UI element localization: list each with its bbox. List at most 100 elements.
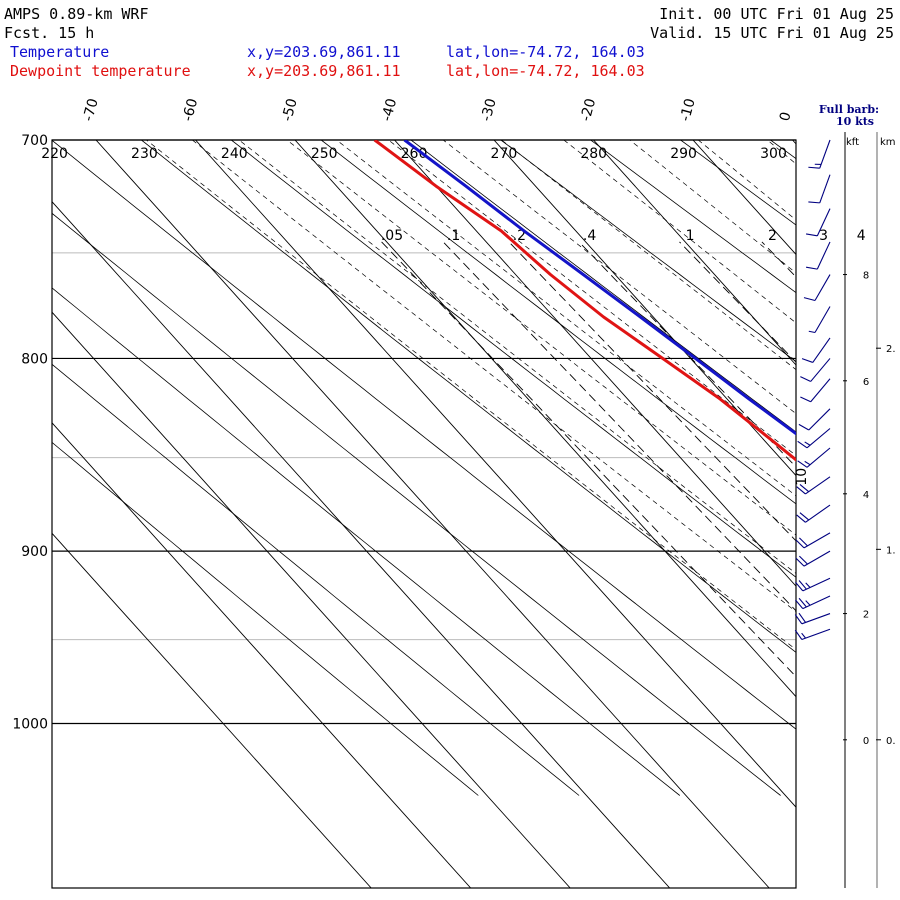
init-time: Init. 00 UTC Fri 01 Aug 25 <box>659 5 894 23</box>
isotherm <box>493 140 796 477</box>
temperature-latlon: lat,lon=-74.72, 164.03 <box>446 43 645 61</box>
wind-barb <box>796 504 831 523</box>
mixing-ratio-label: 2 <box>768 228 777 244</box>
temperature-tick-label: -70 <box>80 97 101 123</box>
moist-adiabat <box>191 140 796 613</box>
mixing-ratio-line <box>442 241 796 612</box>
mixing-ratio-line <box>761 241 796 278</box>
isotherm <box>52 422 472 888</box>
moist-adiabat <box>286 140 796 536</box>
wind-barb <box>803 274 831 302</box>
wind-barbs <box>794 139 831 641</box>
wind-barb <box>800 358 831 382</box>
mixing-ratio-label: .05 <box>381 228 403 244</box>
temperature-tick-label: -10 <box>677 97 698 123</box>
isotherm <box>95 140 770 888</box>
mixing-ratio-line <box>381 241 796 678</box>
isotherm <box>52 532 372 888</box>
wind-barb <box>808 139 831 169</box>
wind-barb <box>794 612 831 625</box>
wind-barb <box>795 532 831 549</box>
dry-adiabat <box>230 140 796 578</box>
mixing-ratio-label: 3 <box>819 228 828 244</box>
temperature-profile <box>403 140 796 436</box>
kft-label: 0 <box>863 736 869 747</box>
kft-label: 6 <box>863 377 869 388</box>
mixing-ratio-line <box>813 242 900 796</box>
dry-adiabat <box>52 212 781 796</box>
wind-barb <box>800 378 831 403</box>
profile-lines <box>373 140 796 462</box>
wind-barb <box>797 428 831 449</box>
pressure-tick-label: 700 <box>21 133 48 149</box>
km-label: 1. <box>886 545 896 556</box>
dry-adiabat <box>500 140 796 363</box>
dry-adiabat <box>590 140 796 294</box>
mixing-ratio-line <box>508 241 796 542</box>
dry-adiabat <box>52 441 479 796</box>
axis-labels: -70 -60 -50 -40 -30 -20 -10 0 700 800 900 1000 8 6 4 2 0… <box>12 97 895 747</box>
dry-adiabat <box>320 140 796 505</box>
dry-adiabat <box>844 128 900 795</box>
km-label: 2. <box>886 344 896 355</box>
dry-adiabat <box>52 140 796 730</box>
wind-barb <box>795 595 831 610</box>
wind-barb <box>795 550 831 567</box>
dewpoint-latlon: lat,lon=-74.72, 164.03 <box>446 62 645 80</box>
mixing-ratio-label: .1 <box>447 228 460 244</box>
moist-adiabat <box>145 140 796 651</box>
wind-barb <box>805 208 831 237</box>
wind-barb <box>796 476 831 495</box>
model-title: AMPS 0.89-km WRF <box>4 5 149 23</box>
temperature-tick-label: -30 <box>478 97 499 123</box>
theta-label: 300 <box>760 146 787 162</box>
moist-adiabat <box>888 128 900 795</box>
dewpoint-legend: Dewpoint temperature <box>10 62 191 80</box>
mixing-ratio-line <box>850 242 900 796</box>
mixing-ratio-label: 4 <box>857 228 866 244</box>
km-label: km <box>880 137 896 148</box>
theta-label: 270 <box>491 146 518 162</box>
theta-label: 280 <box>580 146 607 162</box>
moist-adiabat <box>563 140 796 324</box>
mixing-ratio-label: 10 <box>794 468 810 486</box>
theta-label: 260 <box>401 146 428 162</box>
kft-label: 2 <box>863 610 869 621</box>
isotherm <box>394 140 796 587</box>
wind-barb <box>801 337 831 363</box>
mixing-ratio-label: .2 <box>513 228 526 244</box>
wind-barb <box>797 447 831 468</box>
theta-label: 240 <box>221 146 248 162</box>
wind-barb <box>808 306 831 334</box>
dry-adiabat <box>52 363 580 796</box>
dewpoint-xy: x,y=203.69,861.11 <box>247 62 401 80</box>
forecast-hour: Fcst. 15 h <box>4 24 94 42</box>
moist-adiabat <box>697 140 796 221</box>
moist-adiabat <box>387 140 796 456</box>
kft-label: kft <box>846 137 859 148</box>
isotherm <box>294 140 796 698</box>
dry-adiabat <box>140 140 796 653</box>
wind-barb <box>798 408 831 431</box>
dry-adiabat <box>52 287 681 796</box>
barb-legend-line1: Full barb: <box>819 103 879 116</box>
kft-label: 4 <box>863 490 869 501</box>
plot-frame <box>51 132 881 889</box>
temperature-xy: x,y=203.69,861.11 <box>247 43 401 61</box>
mixing-ratio-label: 1 <box>686 228 695 244</box>
wind-barb <box>805 241 831 270</box>
kft-label: 8 <box>863 271 869 282</box>
pressure-tick-label: 800 <box>21 352 48 368</box>
isotherm <box>892 140 900 888</box>
wind-barb <box>794 628 831 641</box>
dry-adiabat <box>410 140 796 433</box>
dewpoint-profile <box>373 140 796 462</box>
pressure-tick-label: 900 <box>21 544 48 560</box>
theta-label: 290 <box>670 146 697 162</box>
barb-legend-line2: 10 kts <box>836 115 874 128</box>
temperature-tick-label: -40 <box>379 97 400 123</box>
theta-label: 250 <box>311 146 338 162</box>
km-label: 0. <box>886 736 896 747</box>
theta-label: 230 <box>131 146 158 162</box>
